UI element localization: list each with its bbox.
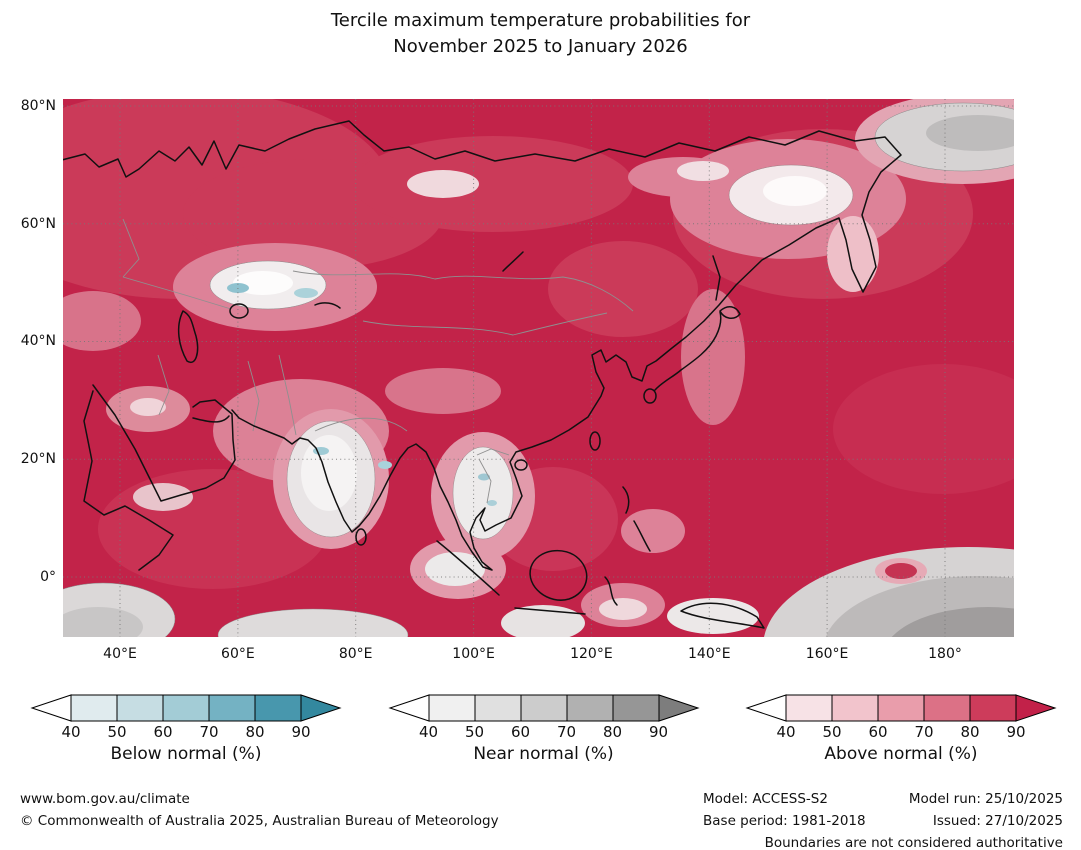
country-borders — [122, 218, 634, 504]
footer-right: Model run: 25/10/2025 Issued: 27/10/2025… — [765, 788, 1063, 850]
x-axis-label: 60°E — [221, 646, 255, 662]
page-title: Tercile maximum temperature probabilitie… — [0, 8, 1081, 60]
legend-tick-label: 40 — [776, 723, 796, 741]
legend-tick-label: 70 — [914, 723, 934, 741]
x-axis-label: 40°E — [103, 646, 137, 662]
y-axis-label: 0° — [40, 569, 56, 585]
x-axis-label: 140°E — [688, 646, 731, 662]
title-line-2: November 2025 to January 2026 — [393, 36, 688, 58]
colorbar-svg — [30, 694, 342, 722]
legend-tick-label: 80 — [602, 723, 623, 741]
legend-tick-label: 50 — [464, 723, 485, 741]
above-normal-colorbar — [745, 694, 1057, 722]
colorbar-svg — [387, 694, 700, 722]
x-axis-label: 180° — [928, 646, 962, 662]
graticule — [63, 99, 1014, 637]
legend-row: 40 50 60 70 80 90 Below normal (%) 40 50 60 70 80… — [0, 694, 1081, 764]
legend-tick-label: 50 — [107, 723, 127, 741]
legend-near-normal: 40 50 60 70 80 90 Near normal (%) — [387, 694, 700, 764]
legend-tick-label: 80 — [960, 723, 980, 741]
legend-tick-label: 80 — [245, 723, 265, 741]
coastlines — [63, 120, 902, 629]
footer-website: www.bom.gov.au/climate — [20, 791, 190, 807]
footer-disclaimer: Boundaries are not considered authoritat… — [764, 835, 1063, 850]
above-normal-caption: Above normal (%) — [824, 744, 978, 764]
asia-probability-map — [63, 99, 1014, 637]
x-axis-label: 160°E — [805, 646, 849, 662]
footer-model: Model: ACCESS-S2 — [703, 791, 828, 807]
legend-above-normal: 40 50 60 70 80 90 Above normal (%) — [745, 694, 1057, 764]
near-normal-colorbar — [387, 694, 700, 722]
below-normal-ticks: 40 50 60 70 80 90 — [30, 722, 342, 743]
near-normal-ticks: 40 50 60 70 80 90 — [388, 722, 700, 743]
near-normal-caption: Near normal (%) — [473, 744, 614, 764]
x-axis-label: 100°E — [452, 646, 495, 662]
above-normal-ticks: 40 50 60 70 80 90 — [745, 722, 1057, 743]
probability-shading — [63, 99, 1014, 637]
y-axis-label: 80°N — [20, 98, 56, 114]
footer-base-period: Base period: 1981-2018 — [703, 813, 866, 829]
legend-below-normal: 40 50 60 70 80 90 Below normal (%) — [30, 694, 342, 764]
legend-tick-label: 90 — [291, 723, 311, 741]
x-axis-label: 120°E — [570, 646, 613, 662]
legend-tick-label: 70 — [199, 723, 219, 741]
legend-tick-label: 90 — [1006, 723, 1026, 741]
legend-tick-label: 40 — [61, 723, 81, 741]
title-line-1: Tercile maximum temperature probabilitie… — [330, 10, 751, 31]
legend-tick-label: 50 — [822, 723, 842, 741]
legend-tick-label: 70 — [556, 723, 577, 741]
footer-model-run: Model run: 25/10/2025 — [908, 791, 1063, 807]
legend-tick-label: 60 — [153, 723, 173, 741]
footer-issued: Issued: 27/10/2025 — [932, 813, 1063, 829]
footer-middle: Model: ACCESS-S2 Base period: 1981-2018 — [703, 788, 866, 832]
legend-tick-label: 60 — [868, 723, 888, 741]
legend-tick-label: 40 — [418, 723, 439, 741]
footer-left: www.bom.gov.au/climate © Commonwealth of… — [20, 788, 499, 832]
footer-copyright: © Commonwealth of Australia 2025, Austra… — [20, 813, 499, 829]
y-axis-label: 60°N — [20, 215, 56, 232]
legend-tick-label: 90 — [648, 723, 669, 741]
legend-tick-label: 60 — [510, 723, 531, 741]
y-axis-label: 20°N — [20, 451, 56, 467]
x-axis-label: 80°E — [338, 646, 373, 662]
y-axis-label: 40°N — [20, 333, 56, 350]
below-normal-caption: Below normal (%) — [110, 744, 262, 764]
below-normal-colorbar — [30, 694, 342, 722]
colorbar-svg — [745, 694, 1057, 722]
